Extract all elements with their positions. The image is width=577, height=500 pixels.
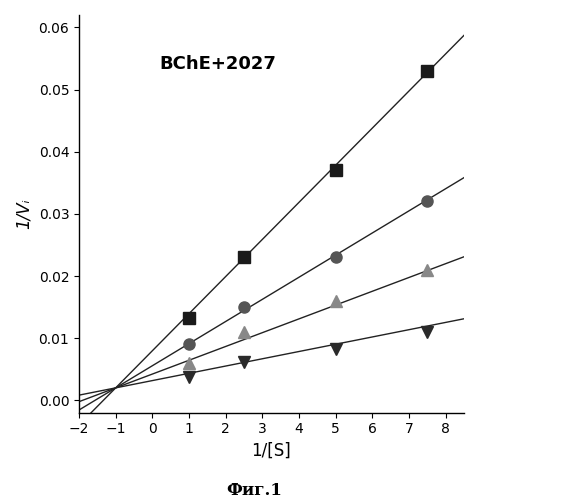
Y-axis label: 1/Vᵢ: 1/Vᵢ xyxy=(15,198,33,229)
Text: BChE+2027: BChE+2027 xyxy=(159,55,276,73)
Text: 5x10$^{-7}$: 5x10$^{-7}$ xyxy=(0,499,1,500)
X-axis label: 1/[S]: 1/[S] xyxy=(252,442,291,460)
Text: Фиг.1: Фиг.1 xyxy=(226,482,282,499)
Text: 1x10$^{-6}$: 1x10$^{-6}$ xyxy=(0,499,1,500)
Text: 2x10$^{-6}$: 2x10$^{-6}$ xyxy=(0,499,1,500)
Text: [I]=0: [I]=0 xyxy=(0,499,1,500)
